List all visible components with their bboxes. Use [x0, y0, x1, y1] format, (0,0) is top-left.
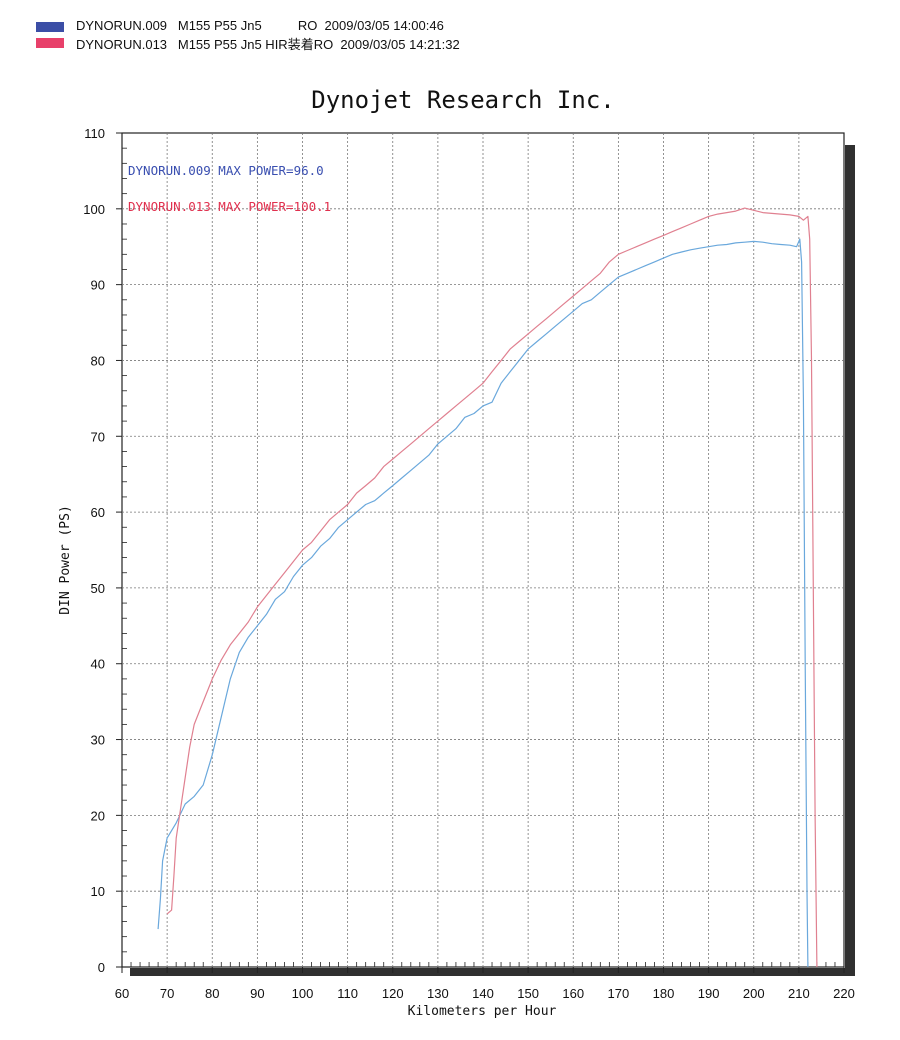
x-tick-label: 130 [427, 986, 449, 1001]
x-tick-label: 190 [698, 986, 720, 1001]
x-tick-label: 70 [160, 986, 174, 1001]
y-tick-label: 90 [91, 278, 105, 293]
y-tick-label: 40 [91, 657, 105, 672]
x-tick-label: 110 [337, 986, 358, 1001]
x-tick-label: 200 [743, 986, 765, 1001]
x-tick-label: 210 [788, 986, 810, 1001]
y-tick-label: 0 [98, 960, 105, 975]
plot-shadow-bottom [130, 968, 855, 976]
x-tick-label: 220 [833, 986, 855, 1001]
series-line-dynorun-009 [157, 238, 809, 968]
y-tick-label: 20 [91, 808, 105, 823]
x-axis-label: Kilometers per Hour [408, 1004, 557, 1019]
legend-text: DYNORUN.009 M155 P55 Jn5 RO 2009/03/05 1… [76, 18, 444, 33]
x-tick-label: 180 [653, 986, 675, 1001]
x-tick-label: 150 [517, 986, 539, 1001]
y-tick-label: 10 [91, 884, 105, 899]
y-tick-label: 30 [91, 733, 105, 748]
series-line-dynorun-013 [166, 207, 818, 968]
series-layer [157, 207, 818, 968]
annotation-max-power-009: DYNORUN.009 MAX POWER=96.0 [128, 163, 324, 178]
x-tick-label: 60 [115, 986, 129, 1001]
x-tick-label: 160 [562, 986, 584, 1001]
y-tick-label: 60 [91, 505, 105, 520]
y-tick-label: 70 [91, 429, 105, 444]
axis-ticks: 60 70 80 90 100 110 120 130 140 150 160 170 180 190 20… [83, 126, 855, 1001]
x-tick-label: 80 [205, 986, 219, 1001]
y-tick-label: 50 [91, 581, 105, 596]
x-tick-label: 170 [608, 986, 630, 1001]
x-tick-label: 140 [472, 986, 494, 1001]
plot-shadow-right [845, 145, 855, 976]
x-tick-label: 100 [292, 986, 314, 1001]
y-tick-label: 110 [84, 126, 105, 141]
chart-title: Dynojet Research Inc. [311, 86, 614, 114]
legend-row-run-009: DYNORUN.009 M155 P55 Jn5 RO 2009/03/05 1… [36, 18, 444, 34]
y-tick-label: 80 [91, 353, 105, 368]
legend-text: DYNORUN.013 M155 P55 Jn5 HIR装着RO 2009/03… [76, 37, 460, 52]
annotation-max-power-013: DYNORUN.013 MAX POWER=100.1 [128, 199, 331, 214]
legend-swatch-blue [36, 22, 64, 32]
y-tick-label: 100 [83, 202, 105, 217]
legend-swatch-red [36, 38, 64, 48]
legend-row-run-013: DYNORUN.013 M155 P55 Jn5 HIR装着RO 2009/03… [36, 36, 460, 52]
x-tick-label: 120 [382, 986, 404, 1001]
x-tick-label: 90 [250, 986, 264, 1001]
y-axis-label: DIN Power (PS) [58, 505, 73, 615]
